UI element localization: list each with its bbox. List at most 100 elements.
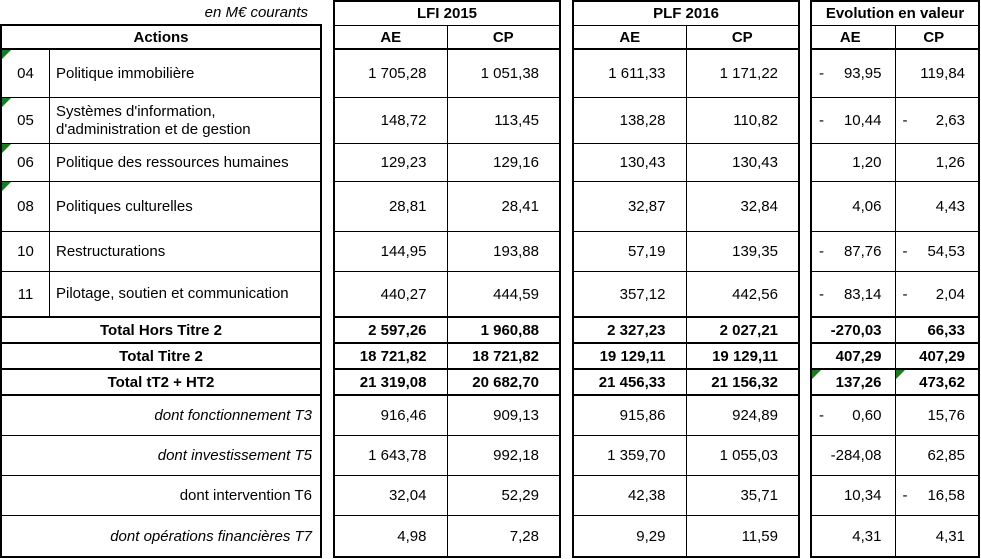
cp-cell[interactable]: 119,84 <box>894 50 979 97</box>
ae-cell[interactable]: 137,26 <box>812 370 895 394</box>
detail-t7-label[interactable]: dont opérations financières T7 <box>110 527 312 545</box>
cp-cell[interactable]: 110,82 <box>685 98 799 143</box>
ae-cell[interactable]: 1 359,70 <box>607 447 666 464</box>
cp-cell[interactable]: 113,45 <box>446 98 560 143</box>
cp-cell[interactable]: 20 682,70 <box>446 370 560 394</box>
detail-t6-label[interactable]: dont intervention T6 <box>2 476 320 516</box>
total-hors-titre2-label[interactable]: Total Hors Titre 2 <box>2 318 320 344</box>
ae-cell[interactable]: 2 327,23 <box>607 321 666 339</box>
cp-cell[interactable]: 139,35 <box>685 232 799 271</box>
action-code-cell[interactable]: 05 <box>2 98 50 143</box>
cp-cell[interactable]: 62,85 <box>894 436 979 475</box>
cp-cell[interactable]: 1 055,03 <box>685 436 799 475</box>
action-label-cell[interactable]: Politique des ressources humaines <box>56 153 289 171</box>
ae-cell[interactable]: 148,72 <box>380 112 427 129</box>
ae-cell[interactable]: 18 721,82 <box>359 347 427 365</box>
action-code-cell[interactable]: 11 <box>2 272 50 316</box>
action-label-cell[interactable]: Restructurations <box>56 242 166 260</box>
cp-header-cell[interactable]: CP <box>894 26 979 48</box>
cp-cell[interactable]: 442,56 <box>685 272 799 316</box>
cp-cell[interactable]: - 2,04 <box>894 272 979 316</box>
actions-header-cell[interactable]: Actions <box>2 26 320 50</box>
cp-cell[interactable]: 130,43 <box>685 144 799 181</box>
ae-cell[interactable]: -284,08 <box>812 436 895 475</box>
cp-cell[interactable]: 407,29 <box>894 344 979 368</box>
cp-header-cell[interactable]: CP <box>685 26 799 48</box>
ae-cell[interactable]: -270,03 <box>812 318 895 342</box>
ae-cell[interactable]: - 10,44 <box>812 98 895 143</box>
ae-cell[interactable]: 1 705,28 <box>368 65 427 82</box>
ae-cell[interactable]: - 0,60 <box>812 396 895 435</box>
action-label-cell[interactable]: Systèmes d'information, d'administration… <box>56 102 251 138</box>
ae-cell[interactable]: 9,29 <box>636 527 666 545</box>
cp-cell[interactable]: 992,18 <box>446 436 560 475</box>
cp-cell[interactable]: 28,41 <box>446 182 560 231</box>
ae-cell[interactable]: 440,27 <box>380 285 427 303</box>
ae-cell[interactable]: 129,23 <box>380 154 427 171</box>
ae-cell[interactable]: 19 129,11 <box>599 347 666 365</box>
ae-cell[interactable]: 357,12 <box>619 285 666 303</box>
cp-cell[interactable]: 19 129,11 <box>685 344 799 368</box>
ae-cell[interactable]: 10,34 <box>812 476 895 515</box>
ae-cell[interactable]: 138,28 <box>619 112 666 129</box>
cp-cell[interactable]: - 2,63 <box>894 98 979 143</box>
ae-cell[interactable]: 130,43 <box>619 154 666 171</box>
ae-cell[interactable]: 32,87 <box>627 198 666 215</box>
total-titre2-label[interactable]: Total Titre 2 <box>2 344 320 370</box>
ae-cell[interactable]: 915,86 <box>619 407 666 424</box>
ae-cell[interactable]: 42,38 <box>627 487 666 504</box>
cp-cell[interactable]: 193,88 <box>446 232 560 271</box>
ae-cell[interactable]: 28,81 <box>388 198 427 215</box>
cp-cell[interactable]: 21 156,32 <box>685 370 799 394</box>
ae-header-cell[interactable]: AE <box>839 28 861 46</box>
ae-cell[interactable]: 4,98 <box>397 527 427 545</box>
action-label-cell[interactable]: Politique immobilière <box>56 64 195 82</box>
cp-cell[interactable]: 66,33 <box>894 318 979 342</box>
ae-cell[interactable]: 1 643,78 <box>368 447 427 464</box>
ae-cell[interactable]: - 93,95 <box>812 50 895 97</box>
ae-cell[interactable]: - 83,14 <box>812 272 895 316</box>
cp-cell[interactable]: 2 027,21 <box>685 318 799 342</box>
cp-cell[interactable]: 4,31 <box>894 516 979 556</box>
cp-cell[interactable]: 32,84 <box>685 182 799 231</box>
detail-t5-label[interactable]: dont investissement T5 <box>2 436 320 476</box>
ae-cell[interactable]: 21 319,08 <box>359 373 427 391</box>
ae-cell[interactable]: 21 456,33 <box>598 373 666 391</box>
total-tt2-ht2-label[interactable]: Total tT2 + HT2 <box>2 370 320 396</box>
ae-cell[interactable]: 407,29 <box>812 344 895 368</box>
ae-cell[interactable]: - 87,76 <box>812 232 895 271</box>
cp-cell[interactable]: 1,26 <box>894 144 979 181</box>
action-code-cell[interactable]: 06 <box>2 144 50 181</box>
action-code-cell[interactable]: 10 <box>2 232 50 271</box>
cp-cell[interactable]: - 54,53 <box>894 232 979 271</box>
action-code-cell[interactable]: 08 <box>2 182 50 231</box>
action-label-cell[interactable]: Politiques culturelles <box>56 197 193 215</box>
cp-cell[interactable]: 4,43 <box>894 182 979 231</box>
ae-cell[interactable]: 4,31 <box>812 516 895 556</box>
ae-cell[interactable]: 2 597,26 <box>368 321 427 339</box>
cp-cell[interactable]: - 16,58 <box>894 476 979 515</box>
ae-cell[interactable]: 1,20 <box>812 144 895 181</box>
cp-cell[interactable]: 473,62 <box>894 370 979 394</box>
cp-cell[interactable]: 15,76 <box>894 396 979 435</box>
cp-cell[interactable]: 1 171,22 <box>685 50 799 97</box>
ae-cell[interactable]: 916,46 <box>380 407 427 424</box>
ae-cell[interactable]: 57,19 <box>627 243 666 260</box>
cp-cell[interactable]: 924,89 <box>685 396 799 435</box>
cp-cell[interactable]: 1 960,88 <box>446 318 560 342</box>
ae-header-cell[interactable]: AE <box>619 28 641 46</box>
action-label-cell[interactable]: Pilotage, soutien et communication <box>56 285 289 302</box>
cp-cell[interactable]: 1 051,38 <box>446 50 560 97</box>
cp-cell[interactable]: 7,28 <box>446 516 560 556</box>
cp-cell[interactable]: 129,16 <box>446 144 560 181</box>
cp-cell[interactable]: 444,59 <box>446 272 560 316</box>
ae-cell[interactable]: 144,95 <box>380 243 427 260</box>
ae-cell[interactable]: 32,04 <box>388 487 427 504</box>
ae-cell[interactable]: 4,06 <box>812 182 895 231</box>
cp-cell[interactable]: 909,13 <box>446 396 560 435</box>
detail-t3-label[interactable]: dont fonctionnement T3 <box>2 396 320 436</box>
cp-cell[interactable]: 35,71 <box>685 476 799 515</box>
ae-header-cell[interactable]: AE <box>380 28 402 46</box>
cp-cell[interactable]: 52,29 <box>446 476 560 515</box>
cp-header-cell[interactable]: CP <box>446 26 560 48</box>
